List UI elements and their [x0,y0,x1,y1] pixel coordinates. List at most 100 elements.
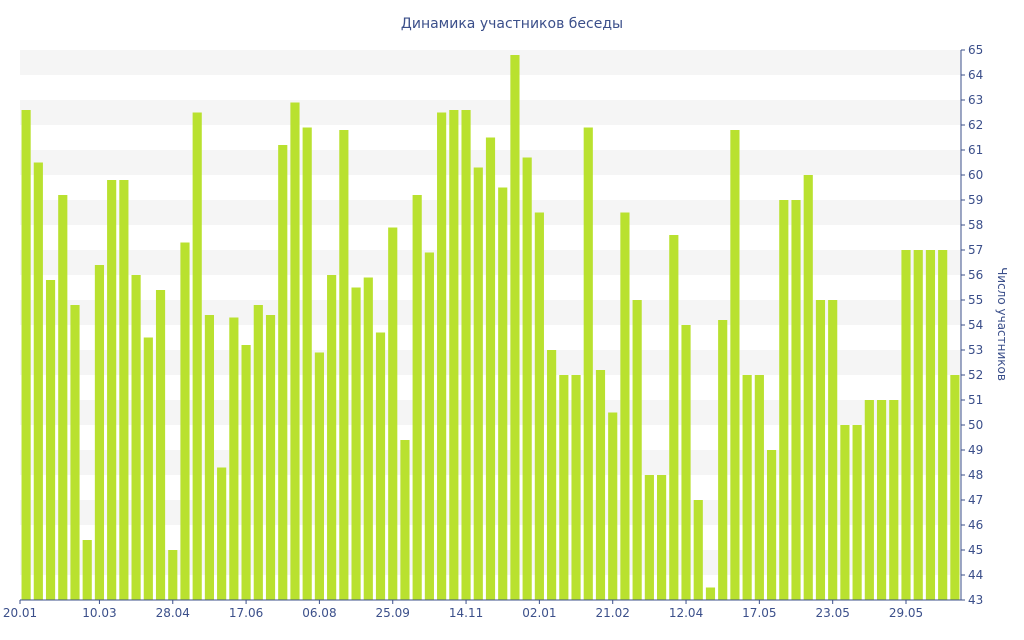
bar [657,475,667,600]
y-tick-label: 51 [968,393,983,407]
bar [754,375,764,600]
y-tick-label: 62 [968,118,983,132]
grid-band [20,100,961,125]
bar [82,540,92,600]
bar [473,167,483,600]
x-tick-label: 28.04 [156,606,190,620]
y-tick-label: 43 [968,593,983,607]
bar [192,112,202,600]
bar [412,195,422,600]
bar [583,127,593,600]
y-tick-label: 65 [968,43,983,57]
bar [339,130,349,600]
bar [155,290,166,600]
y-tick-label: 45 [968,543,983,557]
bar [253,305,263,600]
y-tick-label: 54 [968,318,983,332]
y-tick-label: 64 [968,68,983,82]
bar [608,412,618,600]
y-tick-label: 46 [968,518,983,532]
bar [876,400,887,600]
x-tick-label: 17.06 [229,606,263,620]
y-tick-label: 55 [968,293,983,307]
bar [94,265,105,600]
bar [437,112,447,600]
bar [21,110,31,600]
bar [424,252,434,600]
bar-series [21,55,960,600]
bar [70,305,80,600]
x-tick-label: 02.01 [522,606,556,620]
bar [241,345,251,600]
bar [375,332,386,600]
bar [168,550,178,600]
bar [828,300,838,600]
bar [204,315,215,600]
x-tick-label: 23.05 [816,606,850,620]
x-tick-label: 29.05 [889,606,923,620]
bar [901,250,911,600]
bar [803,175,813,600]
bar [815,300,826,600]
y-tick-label: 58 [968,218,983,232]
bar [864,400,874,600]
bar [852,425,862,600]
bar [840,425,850,600]
bar [229,317,239,600]
bar [131,275,141,600]
bar [33,162,43,600]
bar [290,102,300,600]
x-tick-label: 14.11 [449,606,483,620]
bar [107,180,117,600]
x-tick-label: 21.02 [596,606,630,620]
y-tick-label: 52 [968,368,983,382]
bar [400,440,410,600]
y-tick-label: 50 [968,418,983,432]
y-tick-label: 49 [968,443,983,457]
bar [950,375,960,600]
bar [925,250,936,600]
y-tick-label: 48 [968,468,983,482]
bar [461,110,471,600]
bar [547,350,557,600]
bar [938,250,948,600]
bar [449,110,459,600]
y-tick-label: 61 [968,143,983,157]
bar [217,467,227,600]
y-tick-label: 60 [968,168,983,182]
bar [143,337,153,600]
bar [119,180,129,600]
x-tick-label: 10.03 [82,606,116,620]
x-tick-label: 12.04 [669,606,703,620]
x-tick-label: 20.01 [3,606,37,620]
y-tick-label: 53 [968,343,983,357]
bar [388,227,398,600]
bar [632,300,642,600]
bar [913,250,923,600]
bar [571,375,581,600]
chart-title: Динамика участников беседы [401,16,623,32]
bar [485,137,496,600]
x-tick-label: 06.08 [302,606,336,620]
bar [779,200,789,600]
bar [559,375,569,600]
bar [791,200,801,600]
bar [351,287,361,600]
y-tick-label: 59 [968,193,983,207]
tick-labels: 43 44 45 46 47 48 49 50 51 52 53 54 55 56 57 58 59 60 61 62… [3,43,983,620]
y-axis-title: Число участников [995,267,1009,381]
bar [889,400,899,600]
bar [718,320,728,600]
bar [669,235,679,600]
y-tick-label: 63 [968,93,983,107]
grid-band [20,50,961,75]
bar [498,187,508,600]
bar [265,315,276,600]
bar [595,370,606,600]
bar [705,587,716,600]
bar [45,280,56,600]
bar [278,145,288,600]
bar [58,195,68,600]
